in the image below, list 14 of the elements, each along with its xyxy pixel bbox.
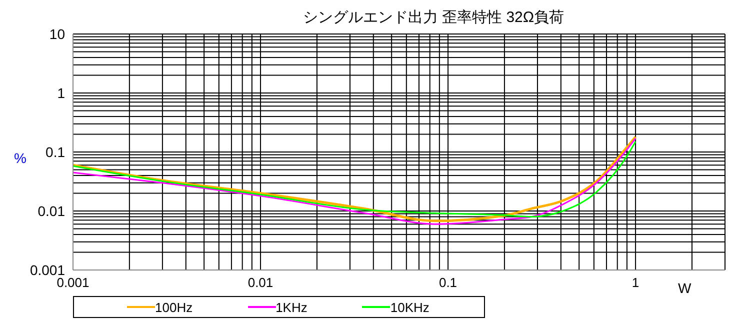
x-tick-label: 0.1 [438,275,458,290]
y-axis-title: % [14,150,26,166]
y-tick-label: 10 [49,26,66,42]
chart-title: シングルエンド出力 歪率特性 32Ω負荷 [302,8,566,28]
y-tick-label: 0.01 [38,202,66,219]
legend-label: 1KHz [276,300,308,314]
x-axis-title: W [678,280,692,296]
x-tick-label: 1 [632,275,640,290]
y-tick-label: 0.001 [30,262,66,278]
x-tick-label: 0.01 [248,275,274,290]
legend-label: 100Hz [155,300,193,314]
legend-label: 10KHz [390,300,430,314]
y-tick-label: 0.1 [46,144,66,160]
y-tick-label: 1 [57,84,66,101]
